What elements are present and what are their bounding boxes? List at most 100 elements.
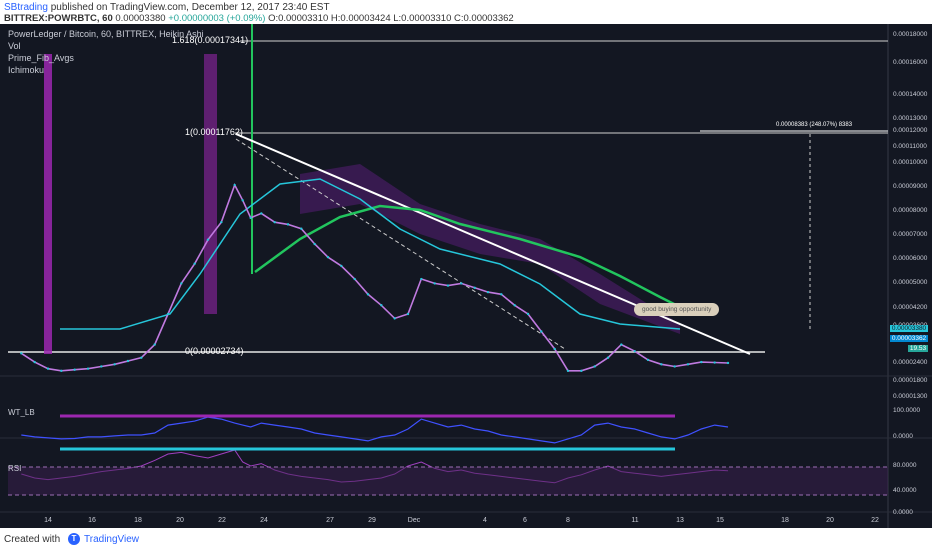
tradingview-logo-icon[interactable]: T xyxy=(68,533,80,545)
price-tick-label: 0.00005000 xyxy=(893,279,928,286)
last-price: 0.00003380 xyxy=(115,13,166,24)
price-tick-label: 0.00007000 xyxy=(893,231,928,238)
price-point xyxy=(500,293,503,296)
publish-info: published on TradingView.com, December 1… xyxy=(50,2,330,13)
price-tick-label: 0.00011000 xyxy=(893,143,927,150)
created-with: Created with xyxy=(4,534,61,545)
price-point xyxy=(20,352,23,355)
time-tick-label: 14 xyxy=(44,517,52,524)
price-point xyxy=(100,365,103,368)
price-tick-label: 0.00013000 xyxy=(893,115,928,122)
price-point xyxy=(673,365,676,368)
price-point xyxy=(313,242,316,246)
price-point xyxy=(206,238,210,241)
price-point xyxy=(193,262,196,265)
tradingview-link[interactable]: TradingView xyxy=(84,534,140,545)
measure-label: 0.00008383 (248.07%) 8383 xyxy=(776,122,853,128)
down-trendline[interactable] xyxy=(235,133,751,355)
volume-spike-bar xyxy=(204,54,217,314)
footer: Created with T TradingView xyxy=(0,528,932,550)
price-point xyxy=(446,284,450,287)
time-tick-label: Dec xyxy=(408,517,421,524)
price-tick-label: 0.00018000 xyxy=(893,31,928,38)
publish-line: SBtrading published on TradingView.com, … xyxy=(4,2,330,13)
time-tick-label: 6 xyxy=(523,517,527,524)
price-point xyxy=(249,216,252,220)
price-point xyxy=(580,369,583,373)
price-point xyxy=(553,347,556,351)
wt-tick-label: 0.0000 xyxy=(893,433,913,440)
chart-canvas[interactable]: 0.00018000 0.00016000 0.00014000 0.00013000… xyxy=(0,24,932,528)
time-tick-label: 27 xyxy=(326,517,334,524)
time-tick-label: 15 xyxy=(716,517,724,524)
price-point xyxy=(300,227,303,230)
price-point xyxy=(340,264,343,268)
price-tick-label: 0.00001300 xyxy=(893,393,928,400)
price-point xyxy=(460,282,463,285)
symbol: BITTREX:POWRBTC, 60 xyxy=(4,13,113,24)
fib-1-label: 1(0.00011762) xyxy=(185,127,243,137)
price-point xyxy=(260,212,263,215)
symbol-line: BITTREX:POWRBTC, 60 0.00003380 +0.000000… xyxy=(4,13,514,24)
green-moving-average xyxy=(254,204,681,309)
rsi-label: RSI xyxy=(8,464,22,473)
price-point xyxy=(286,223,290,226)
price-point xyxy=(73,368,76,371)
price-point xyxy=(220,220,223,224)
rsi-tick-label: 80.0000 xyxy=(893,462,917,469)
time-tick-label: 20 xyxy=(826,517,834,524)
price-tick-label: 0.00004200 xyxy=(893,304,928,311)
price-badge-last: 0.00003380 xyxy=(890,325,928,332)
price-point xyxy=(166,312,170,316)
wt-line xyxy=(21,416,729,444)
dashed-trendline[interactable] xyxy=(235,138,566,350)
price-tick-label: 0.00014000 xyxy=(893,91,928,98)
legend-vol[interactable]: Vol xyxy=(8,41,21,51)
price-point xyxy=(326,255,330,259)
rsi-tick-label: 40.0000 xyxy=(893,487,917,494)
chart-header: SBtrading published on TradingView.com, … xyxy=(0,0,932,24)
time-tick-label: 20 xyxy=(176,517,184,524)
price-point xyxy=(540,330,543,333)
price-tick-label: 0.00009000 xyxy=(893,183,928,190)
time-tick-label: 29 xyxy=(368,517,376,524)
price-point xyxy=(433,282,436,285)
time-tick-label: 4 xyxy=(483,517,487,524)
price-tick-label: 0.00002400 xyxy=(893,359,928,366)
price-tick-label: 0.00016000 xyxy=(893,59,928,66)
time-tick-label: 8 xyxy=(566,517,570,524)
price-change: +0.00000003 (+0.09%) xyxy=(168,13,266,24)
price-point xyxy=(473,286,476,289)
price-point xyxy=(660,363,663,366)
price-point xyxy=(393,317,396,320)
price-point xyxy=(113,363,116,366)
price-point xyxy=(526,312,530,316)
price-point xyxy=(406,312,410,316)
price-point xyxy=(606,356,610,359)
chart-area[interactable]: 0.00018000 0.00016000 0.00014000 0.00013000… xyxy=(0,24,932,528)
price-point xyxy=(700,360,703,364)
price-point xyxy=(420,277,423,281)
legend-fib[interactable]: Prime_Fib_Avgs xyxy=(8,53,74,63)
price-tick-label: 0.00008000 xyxy=(893,207,928,214)
price-point xyxy=(353,277,356,281)
price-tick-label: 0.00001800 xyxy=(893,377,928,384)
price-point xyxy=(140,356,143,359)
time-tick-label: 24 xyxy=(260,517,268,524)
fib-0-label: 0(0.00002734) xyxy=(185,346,244,356)
price-badge-vol: 19.53 xyxy=(908,345,928,352)
price-tick-label: 0.00006000 xyxy=(893,255,928,262)
time-tick-label: 22 xyxy=(871,517,879,524)
price-point xyxy=(233,183,236,187)
price-point xyxy=(241,199,244,202)
fib-1618-label: 1.618(0.00017341) xyxy=(172,35,249,45)
price-point xyxy=(153,343,156,346)
ohlc-values: O:0.00003310 H:0.00003424 L:0.00003310 C… xyxy=(268,13,514,24)
price-point xyxy=(60,369,63,373)
wt-label: WT_LB xyxy=(8,408,35,417)
note-bubble[interactable]: good buying opportunity xyxy=(634,303,720,316)
price-point xyxy=(513,304,516,307)
author-link[interactable]: SBtrading xyxy=(4,2,48,13)
legend-ichimoku[interactable]: Ichimoku xyxy=(8,65,45,75)
price-point xyxy=(593,365,596,368)
